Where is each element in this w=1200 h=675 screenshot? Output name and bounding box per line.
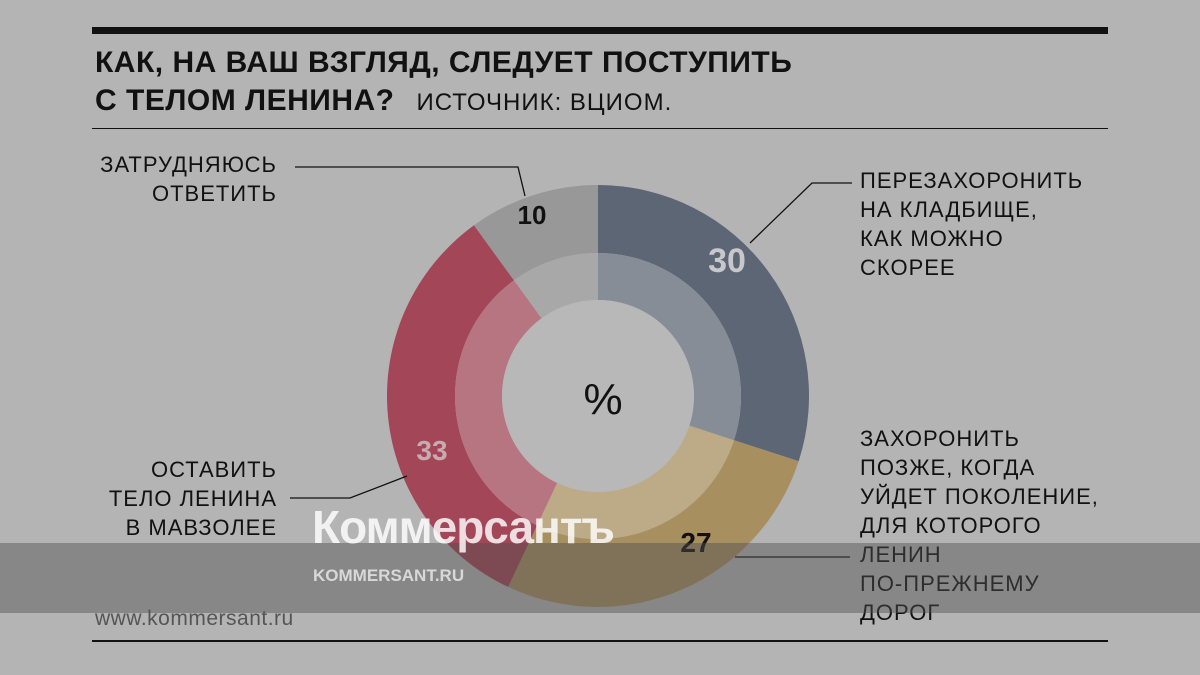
watermark-logo: Коммерсантъ [312,501,615,553]
label-line: ДОРОГ [860,600,941,625]
label-bury-later: ЗАХОРОНИТЬ ПОЗЖЕ, КОГДА УЙДЕТ ПОКОЛЕНИЕ,… [860,424,1099,627]
slice-outer [473,185,598,281]
label-line: КАК МОЖНО [860,226,1004,251]
slice-outer [598,185,809,462]
label-line: ЛЕНИН [860,542,942,567]
value-label: 27 [680,527,711,558]
leader-line [290,475,408,499]
slice-outer [508,440,799,607]
label-line: ПЕРЕЗАХОРОНИТЬ [860,168,1084,193]
value-label: 30 [708,242,746,280]
watermark-url: KOMMERSANT.RU [313,566,465,585]
label-line: ЗАТРУДНЯЮСЬ [100,152,277,177]
donut-hole [502,300,694,492]
source-label: ИСТОЧНИК: ВЦИОМ. [416,89,673,116]
center-label: % [583,375,622,424]
label-leave-in-mausoleum: ОСТАВИТЬ ТЕЛО ЛЕНИНА В МАВЗОЛЕЕ [109,455,277,542]
slice-inner [455,280,558,526]
label-line: НА КЛАДБИЩЕ, [860,197,1038,222]
title-line-1: КАК, НА ВАШ ВЗГЛЯД, СЛЕДУЕТ ПОСТУПИТЬ [95,46,793,79]
slice-outer [387,225,538,587]
value-label: 10 [518,200,547,230]
footer-site-link[interactable]: www.kommersant.ru [95,607,294,630]
slice-inner [537,425,735,539]
label-hard-to-answer: ЗАТРУДНЯЮСЬ ОТВЕТИТЬ [100,150,277,208]
label-line: ТЕЛО ЛЕНИНА [108,486,277,511]
value-label: 33 [416,435,447,466]
label-line: ДЛЯ КОТОРОГО [860,513,1042,538]
label-line: ПОЗЖЕ, КОГДА [860,455,1036,480]
label-line: В МАВЗОЛЕЕ [125,515,277,540]
slice-inner [513,253,598,319]
chart-title: КАК, НА ВАШ ВЗГЛЯД, СЛЕДУЕТ ПОСТУПИТЬ С … [95,44,792,122]
label-line: ПО-ПРЕЖНЕМУ [860,571,1040,596]
bottom-rule [92,640,1108,642]
label-line: УЙДЕТ ПОКОЛЕНИЕ, [860,484,1099,509]
label-line: ЗАХОРОНИТЬ [860,426,1020,451]
title-divider [92,128,1108,129]
label-rebury-asap: ПЕРЕЗАХОРОНИТЬ НА КЛАДБИЩЕ, КАК МОЖНО СК… [860,166,1083,282]
label-line: ОСТАВИТЬ [150,457,277,482]
label-line: ОТВЕТИТЬ [151,181,277,206]
slice-inner [598,253,742,441]
title-line-2: С ТЕЛОМ ЛЕНИНА? [95,84,395,117]
leader-line [295,166,526,197]
label-line: СКОРЕЕ [860,255,956,280]
leader-line [749,182,852,244]
top-rule [92,27,1108,34]
watermark-band [0,543,1200,613]
